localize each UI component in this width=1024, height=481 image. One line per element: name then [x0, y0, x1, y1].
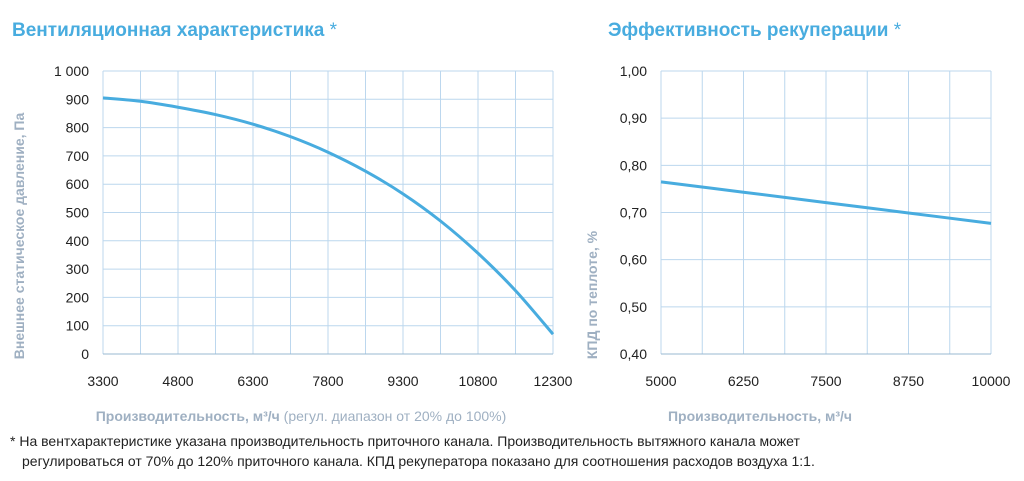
- left-x-axis-label-main: Производительность: [96, 408, 246, 424]
- left-x-tick-label: 4800: [162, 373, 193, 389]
- left-y-tick-label: 100: [66, 318, 90, 334]
- fan-curve-chart: 0 100 200 300 400 500 600 700 800 900 1 000 3300 480…: [54, 63, 573, 389]
- left-y-tick-label: 600: [66, 176, 90, 192]
- left-x-axis-label: Производительность, м³/ч (регул. диапазо…: [96, 408, 507, 424]
- right-x-axis-label-unit: , м³/ч: [817, 408, 852, 424]
- left-series-line: [102, 96, 555, 336]
- footnote-line-1: * На вентхарактеристике указана производ…: [10, 433, 800, 449]
- left-chart-title-text: Вентиляционная характеристика: [12, 20, 325, 41]
- left-y-tick-label: 300: [66, 261, 90, 277]
- left-y-tick-label: 700: [66, 148, 90, 164]
- right-y-tick-label: 0,50: [620, 299, 647, 315]
- left-y-tick-label: 500: [66, 205, 90, 221]
- left-x-tick-label: 3300: [87, 373, 118, 389]
- right-y-tick-label: 0,80: [620, 157, 647, 173]
- left-chart-title-star: *: [329, 20, 338, 41]
- right-y-tick-label: 1,00: [620, 63, 647, 79]
- right-y-tick-label: 0,40: [620, 346, 647, 362]
- right-chart-title-star: *: [893, 20, 902, 41]
- left-y-tick-label: 800: [66, 120, 90, 136]
- left-y-tick-label: 200: [66, 289, 90, 305]
- right-x-axis-label-main: Производительность: [668, 408, 818, 424]
- right-y-tick-label: 0,90: [620, 110, 647, 126]
- left-x-tick-label: 10800: [459, 373, 498, 389]
- right-x-tick-label: 7500: [810, 373, 841, 389]
- right-x-axis-label: Производительность, м³/ч: [668, 408, 852, 424]
- left-y-tick-label: 1 000: [54, 63, 89, 79]
- left-chart-title: Вентиляционная характеристика *: [12, 20, 337, 42]
- left-x-tick-label: 7800: [312, 373, 343, 389]
- left-y-tick-label: 0: [81, 346, 89, 362]
- right-y-axis-label: КПД по теплоте, %: [584, 230, 600, 359]
- right-x-tick-label: 5000: [645, 373, 676, 389]
- right-series-line: [660, 180, 992, 225]
- recuperation-efficiency-chart: 0,40 0,50 0,60 0,70 0,80 0,90 1,00 5000 6250 7500…: [620, 63, 1011, 389]
- footnote: * На вентхарактеристике указана производ…: [10, 431, 1010, 471]
- right-x-tick-label: 8750: [893, 373, 924, 389]
- right-chart-title-text: Эффективность рекуперации: [608, 20, 889, 41]
- left-y-axis-label: Внешнее статическое давление, Па: [11, 113, 27, 360]
- left-x-axis-label-unit: , м³/ч: [245, 408, 280, 424]
- left-x-tick-label: 9300: [387, 373, 418, 389]
- left-x-axis-label-note: (регул. диапазон от 20% до 100%): [280, 408, 507, 424]
- left-x-tick-label: 12300: [534, 373, 573, 389]
- left-x-tick-label: 6300: [237, 373, 268, 389]
- left-y-tick-label: 900: [66, 91, 90, 107]
- left-y-tick-label: 400: [66, 233, 90, 249]
- right-x-tick-label: 6250: [728, 373, 759, 389]
- right-chart-title: Эффективность рекуперации *: [608, 20, 901, 42]
- footnote-line-2: регулироваться от 70% до 120% приточного…: [22, 453, 815, 469]
- right-x-tick-label: 10000: [972, 373, 1011, 389]
- right-y-tick-label: 0,60: [620, 252, 647, 268]
- right-y-tick-label: 0,70: [620, 205, 647, 221]
